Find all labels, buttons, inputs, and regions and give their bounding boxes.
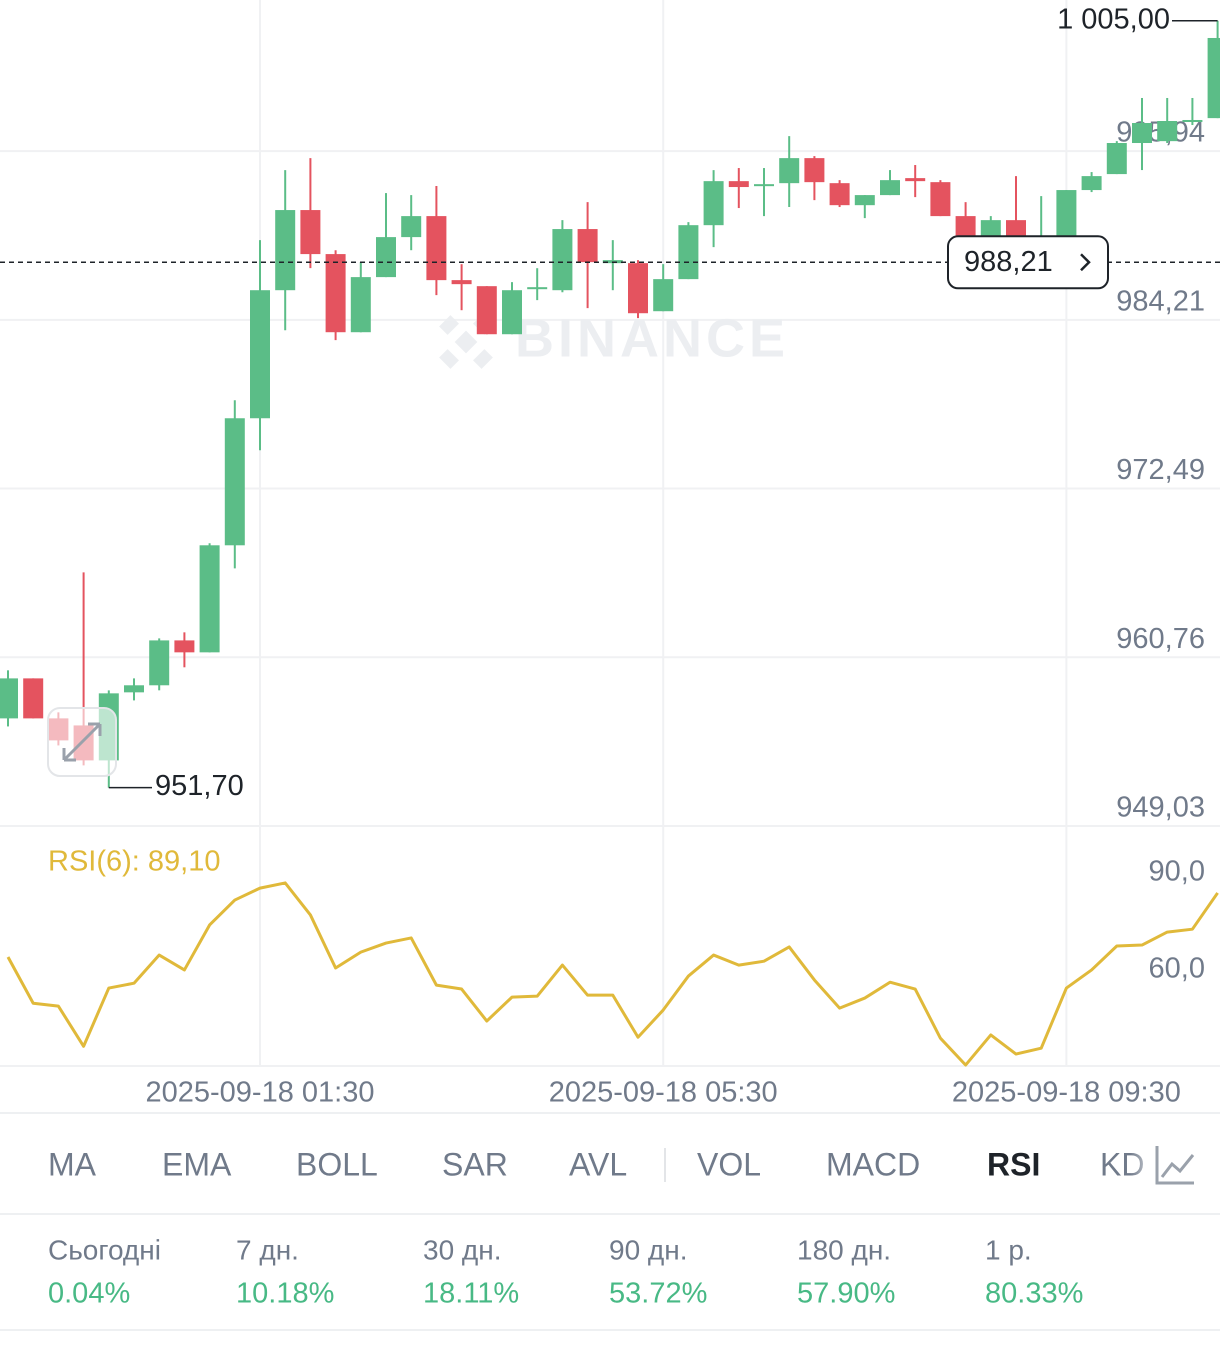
y-tick-label: 960,76 [1116,623,1205,655]
candle-body [23,678,44,719]
current-price-label: 988,21 [964,246,1053,278]
candle-body [955,216,976,239]
period-label: 180 дн. [797,1234,891,1265]
candle-body [1056,190,1077,237]
period-change: 57.90% [797,1278,895,1310]
period-label: 90 дн. [609,1234,688,1265]
x-tick-label: 2025-09-18 05:30 [549,1077,778,1109]
candle-body [1106,143,1127,175]
candle-body [275,210,296,291]
expand-button[interactable] [47,707,117,777]
candle-body [552,229,573,291]
indicator-tab[interactable]: EMA [162,1146,232,1182]
candle-body [577,229,598,263]
candle-body [376,237,396,278]
candle-body [930,182,951,217]
candle-body [350,277,371,333]
candle-body [728,181,749,188]
candle-body [174,640,195,653]
candle-body [1157,121,1178,142]
y-tick-label: 984,21 [1116,285,1205,317]
indicator-tab[interactable]: MACD [826,1146,920,1182]
period-change: 0.04% [48,1278,130,1310]
candle-body [779,158,800,184]
indicator-tab[interactable]: VOL [697,1146,761,1182]
plot: 995,94984,21972,49960,76949,0390,060,020… [0,3,1220,1109]
candle-body [854,195,875,206]
candle-body [1207,37,1220,119]
candle-body [653,279,674,312]
rsi-tick-label: 60,0 [1149,953,1205,985]
grid [0,0,1220,1067]
period-change: 53.72% [609,1278,707,1310]
indicator-settings-icon[interactable] [1155,1146,1195,1185]
candle-body [1081,176,1102,191]
rsi-tick-label: 90,0 [1149,856,1205,888]
candle-body [149,640,170,686]
candle-body [628,263,648,314]
candle-body [829,183,850,206]
y-tick-label: 972,49 [1116,454,1205,486]
candle-body [527,287,548,290]
candle-body [1132,123,1152,144]
indicator-tab[interactable]: RSI [987,1146,1040,1182]
rsi-line [6,881,1219,1067]
period-label: 1 р. [985,1234,1032,1265]
candle-body [980,220,1001,239]
period-label: Сьогодні [48,1234,161,1265]
indicator-tab[interactable]: BOLL [296,1146,378,1182]
rsi-legend: RSI(6): 89,10 [48,846,220,878]
indicator-tab[interactable]: MA [48,1146,97,1182]
high-label: 1 005,00 [1057,3,1170,35]
period-label: 7 дн. [236,1234,299,1265]
period-change: 10.18% [236,1278,334,1310]
candle-body [905,178,926,182]
period-stats: Сьогодні 0.04% 7 дн. 10.18% 30 дн. 18.11% 90 д… [48,1234,1083,1309]
candle-body [1182,119,1203,123]
watermark: BINANCE [515,308,789,368]
candle-body [124,685,144,693]
candle-body [451,280,472,285]
candle-body [199,545,220,653]
chevron [1080,253,1091,272]
candle-body [880,180,900,196]
candle-body [300,210,321,255]
candle-body [678,225,699,280]
x-tick-label: 2025-09-18 01:30 [146,1077,375,1109]
candle-body [250,290,270,419]
indicator-tab[interactable]: AVL [569,1146,627,1182]
period-change: 18.11% [423,1278,519,1310]
candle-body [426,216,447,281]
candle-body [1006,220,1026,239]
candle-body [476,286,497,335]
current-price-box [947,235,1109,290]
candle-body [401,216,422,238]
indicator-tab[interactable]: SAR [442,1146,508,1182]
x-tick-label: 2025-09-18 09:30 [952,1077,1181,1109]
candle-body [325,254,346,333]
candle-body [804,158,825,183]
candle-body [0,678,18,719]
period-change: 80.33% [985,1278,1083,1310]
candle-body [224,418,245,546]
candle-body [703,181,724,226]
ui [0,1112,1220,1331]
period-label: 30 дн. [423,1234,502,1265]
indicator-tabs: MA EMA BOLL SAR AVL VOL MACD RSI KD [48,1146,1144,1182]
low-label: 951,70 [155,770,244,802]
y-tick-label: 949,03 [1116,792,1205,824]
candle-body [754,184,774,187]
candle-body [502,290,522,335]
